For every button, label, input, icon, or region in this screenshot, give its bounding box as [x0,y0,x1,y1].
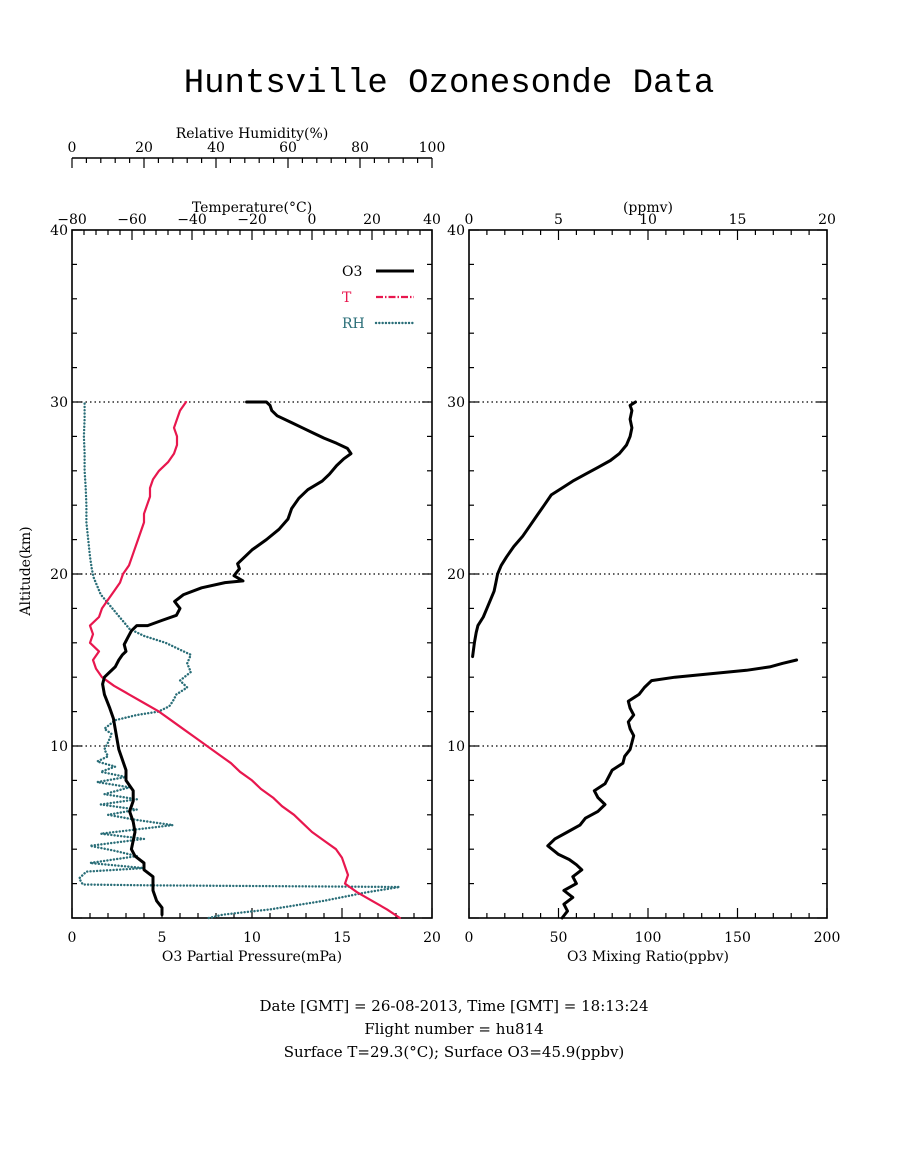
right-ppbv-xtick-label: 200 [814,930,841,946]
left-rh-xtick-label: 0 [68,140,77,156]
right-ppbv-xtick-label: 100 [635,930,662,946]
left-o3-xtick-label: 10 [243,930,261,946]
right-ppmv-xtick-label: 15 [729,212,747,228]
right-ppbv-xtick-label: 50 [550,930,568,946]
right-ytick-label: 30 [447,395,465,411]
left-rh-xtick-label: 40 [207,140,225,156]
o3-mixing-ratio-ppmv-line [471,400,637,659]
left-temp-xtick-label: −20 [237,212,267,228]
left-o3-xtick-label: 15 [333,930,351,946]
right-ppmv-axis-title: (ppmv) [623,200,673,216]
legend-label-o3: O3 [342,264,362,280]
left-temp-xtick-label: 20 [363,212,381,228]
right-ppmv-xtick-label: 0 [465,212,474,228]
left-temp-xtick-label: 0 [308,212,317,228]
left-o3-axis-title: O3 Partial Pressure(mPa) [162,949,342,965]
o3-mixing-ratio-ppbv-line [546,658,799,920]
left-rh-xtick-label: 20 [135,140,153,156]
left-yaxis-title: Altitude(km) [18,526,34,616]
left-o3-xtick-label: 0 [68,930,77,946]
left-ytick-label: 40 [50,223,68,239]
legend-label-rh: RH [342,316,365,332]
left-temp-xtick-label: 40 [423,212,441,228]
left-temp-xtick-label: −40 [177,212,207,228]
right-ppmv-xtick-label: 20 [818,212,836,228]
right-ppbv-xtick-label: 0 [465,930,474,946]
legend-label-t: T [342,290,352,306]
left-o3-xtick-label: 5 [158,930,167,946]
left-rh-axis-title: Relative Humidity(%) [176,126,329,142]
left-o3-xtick-label: 20 [423,930,441,946]
temperature-line [88,400,401,920]
left-temp-xtick-label: −80 [57,212,87,228]
left-rh-xtick-label: 80 [351,140,369,156]
footer-flight-number: Flight number = hu814 [364,1020,543,1038]
right-ppmv-xtick-label: 10 [639,212,657,228]
left-temp-xtick-label: −60 [117,212,147,228]
right-ppmv-xtick-label: 5 [554,212,563,228]
left-ytick-label: 30 [50,395,68,411]
footer-surface-values: Surface T=29.3(°C); Surface O3=45.9(ppbv… [284,1043,625,1061]
right-frame [468,229,828,919]
chart-title: Huntsville Ozonesonde Data [184,65,715,103]
left-ytick-label: 10 [50,739,68,755]
right-ppbv-axis-title: O3 Mixing Ratio(ppbv) [567,949,729,965]
right-ytick-label: 40 [447,223,465,239]
left-rh-xtick-label: 100 [419,140,446,156]
left-temp-axis-title: Temperature(°C) [192,200,312,216]
left-ytick-label: 20 [50,567,68,583]
left-rh-xtick-label: 60 [279,140,297,156]
relative-humidity-line [78,400,401,920]
left-panel: 10 20 30 40 0 5 10 15 20 O3 Partial Pressure(mPa)… [18,126,445,965]
right-ytick-label: 20 [447,567,465,583]
right-ytick-label: 10 [447,739,465,755]
o3-partial-pressure-line [101,400,353,917]
right-ppbv-xtick-label: 150 [724,930,751,946]
footer-date-time: Date [GMT] = 26-08-2013, Time [GMT] = 18… [259,997,648,1015]
